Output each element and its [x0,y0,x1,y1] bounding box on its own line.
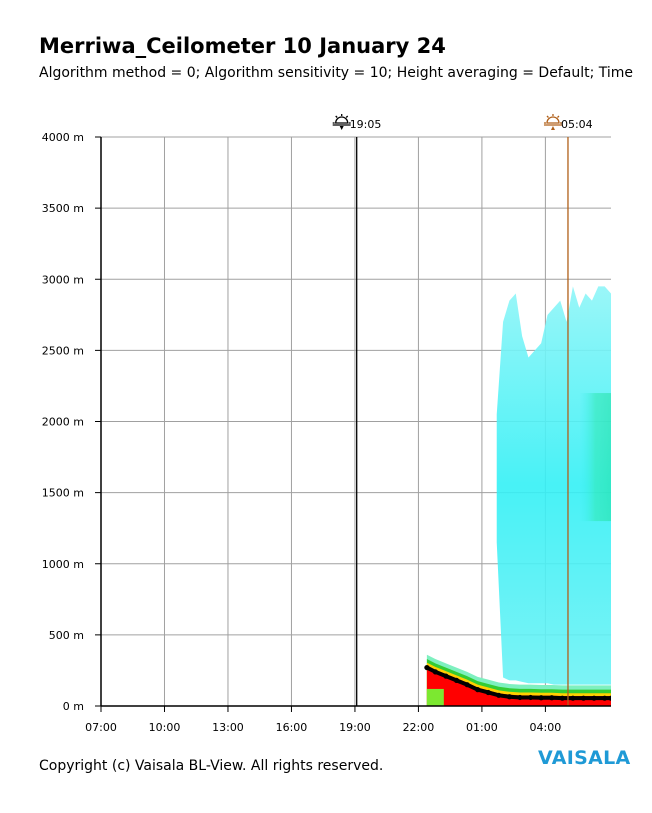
marker-layer: 19:05 05:04 [332,114,593,706]
boundary-layer-point [517,694,523,701]
grid-layer [101,136,611,706]
y-tick-label: 0 m [63,700,84,713]
sun-ray [345,115,349,118]
sun-half [546,116,560,124]
sun-arrow [339,126,344,130]
x-tick-label: 16:00 [276,721,308,734]
boundary-layer-point [424,664,430,671]
boundary-layer-point [538,695,544,701]
boundary-layer-point [475,687,481,693]
boundary-layer-point [602,695,608,701]
data-layer [424,286,611,706]
y-tick-label: 2000 m [42,416,84,429]
x-tick-label: 19:00 [339,721,371,734]
x-tick-label: 01:00 [466,721,498,734]
sun-ray [335,115,338,118]
sun-arrow [550,126,555,130]
sun-half [335,116,349,124]
dense-backscatter-patch [579,393,611,522]
y-tick-label: 1500 m [42,487,84,500]
sunset-time-label: 19:05 [350,118,382,131]
sunrise-icon [543,114,562,130]
y-tick-label: 500 m [49,629,84,642]
cloud-backscatter-region [496,286,611,685]
sunrise-time-label: 05:04 [561,118,593,131]
y-tick-label: 4000 m [42,131,84,144]
boundary-layer-point [608,695,611,701]
boundary-layer-point [570,695,576,701]
y-tick-label: 2500 m [42,344,84,357]
x-tick-label: 22:00 [403,721,435,734]
boundary-layer-point [453,677,460,683]
boundary-layer-point [443,673,449,679]
evening-low-band [426,688,444,706]
surface-band-red [426,665,611,706]
boundary-layer-point [506,694,513,700]
x-tick-label: 07:00 [85,721,117,734]
copyright-text: Copyright (c) Vaisala BL-View. All right… [39,758,384,774]
x-tick-label: 13:00 [212,721,244,734]
boundary-layer-point [464,682,470,688]
boundary-layer-point [485,689,491,696]
axis-layer: 0 m 500 m 1000 m 1500 m 2000 m 2500 m 3000 m 35… [42,131,611,734]
boundary-layer-point [527,694,534,701]
chart-subtitle: Algorithm method = 0; Algorithm sensitiv… [39,65,633,81]
boundary-layer-point [549,695,555,701]
boundary-layer-point [580,695,587,701]
y-tick-label: 3500 m [42,202,84,215]
boundary-layer-point [432,669,438,675]
y-tick-label: 1000 m [42,558,84,571]
y-tick-label: 3000 m [42,273,84,286]
vaisala-logo: VAISALA [538,747,631,769]
boundary-layer-point [496,692,502,698]
x-tick-label: 04:00 [530,721,562,734]
sun-ray [546,115,549,118]
boundary-layer-point [559,695,565,701]
sunset-icon [332,114,351,130]
sun-ray [557,115,560,118]
chart-title: Merriwa_Ceilometer 10 January 24 [39,34,446,58]
x-tick-label: 10:00 [149,721,181,734]
boundary-layer-point [591,695,597,701]
